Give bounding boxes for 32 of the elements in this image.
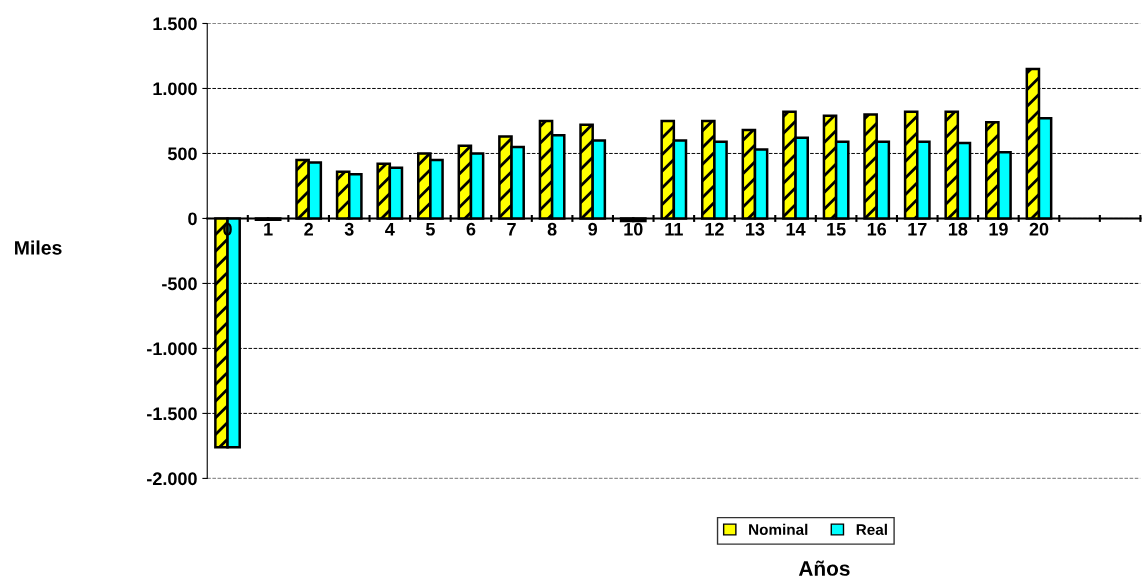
y-tick-label: -1.000 xyxy=(147,342,197,356)
x-tick-label: 11 xyxy=(665,223,683,236)
legend-label: Nominal xyxy=(749,523,808,536)
x-tick-label: 12 xyxy=(705,222,724,236)
x-tick-label: 20 xyxy=(1029,222,1049,236)
y-tick-label: 500 xyxy=(167,147,197,161)
x-tick-label: 17 xyxy=(908,223,927,236)
x-tick-label: 15 xyxy=(827,223,846,236)
x-tick-label: 4 xyxy=(385,223,395,236)
y-tick-label: -1.500 xyxy=(147,407,197,421)
legend-label: Real xyxy=(856,523,887,536)
x-tick-label: 3 xyxy=(344,222,354,236)
x-tick-label: 16 xyxy=(867,222,887,236)
y-tick-label: -2.000 xyxy=(147,472,197,486)
x-tick-label: 1 xyxy=(264,223,273,236)
x-axis-title: Años xyxy=(798,560,850,576)
x-tick-label: 13 xyxy=(746,222,765,236)
x-tick-label: 9 xyxy=(588,222,598,236)
x-tick-label: 19 xyxy=(989,222,1008,236)
x-tick-label: 14 xyxy=(786,223,806,236)
x-tick-label: 8 xyxy=(547,222,557,236)
x-tick-label: 2 xyxy=(304,222,313,236)
x-tick-label: 7 xyxy=(507,223,516,236)
y-tick-label: 1.000 xyxy=(153,82,197,96)
x-tick-label: 6 xyxy=(466,222,476,236)
x-tick-label: 10 xyxy=(624,222,643,236)
x-tick-label: 5 xyxy=(425,223,435,236)
y-axis-title: Miles xyxy=(15,240,62,255)
y-tick-label: -500 xyxy=(162,277,197,291)
y-tick-label: 0 xyxy=(188,212,197,226)
y-tick-label: 1.500 xyxy=(153,17,197,31)
x-tick-label: 18 xyxy=(948,222,968,236)
